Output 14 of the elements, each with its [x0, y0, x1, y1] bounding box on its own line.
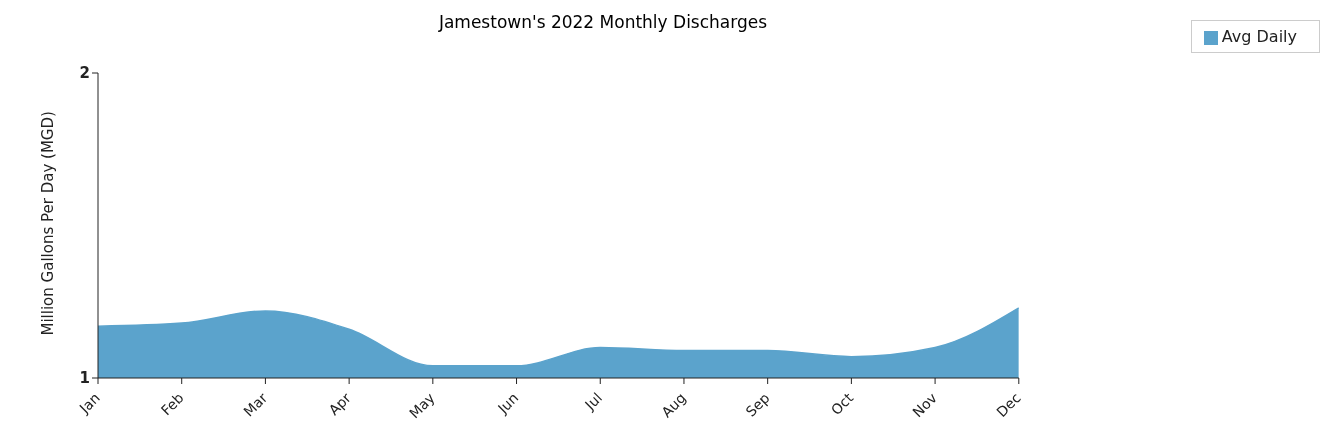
x-tick-label: Feb	[157, 389, 187, 419]
y-tick-label: 2	[79, 64, 90, 83]
x-tick-label: Jan	[75, 389, 103, 417]
x-tick-label: Dec	[993, 389, 1024, 421]
x-tick-label: Sep	[742, 389, 773, 420]
x-tick-label: Jul	[581, 389, 606, 414]
legend-label: Avg Daily	[1221, 27, 1297, 46]
y-axis-title: Million Gallons Per Day (MGD)	[39, 111, 58, 336]
chart-title: Jamestown's 2022 Monthly Discharges	[437, 12, 769, 32]
x-tick-label: Nov	[909, 389, 941, 421]
x-tick-label: Oct	[827, 389, 857, 419]
y-tick-label: 1	[79, 369, 90, 388]
x-tick-label: Jun	[494, 389, 522, 418]
x-tick-label: Apr	[325, 389, 355, 419]
